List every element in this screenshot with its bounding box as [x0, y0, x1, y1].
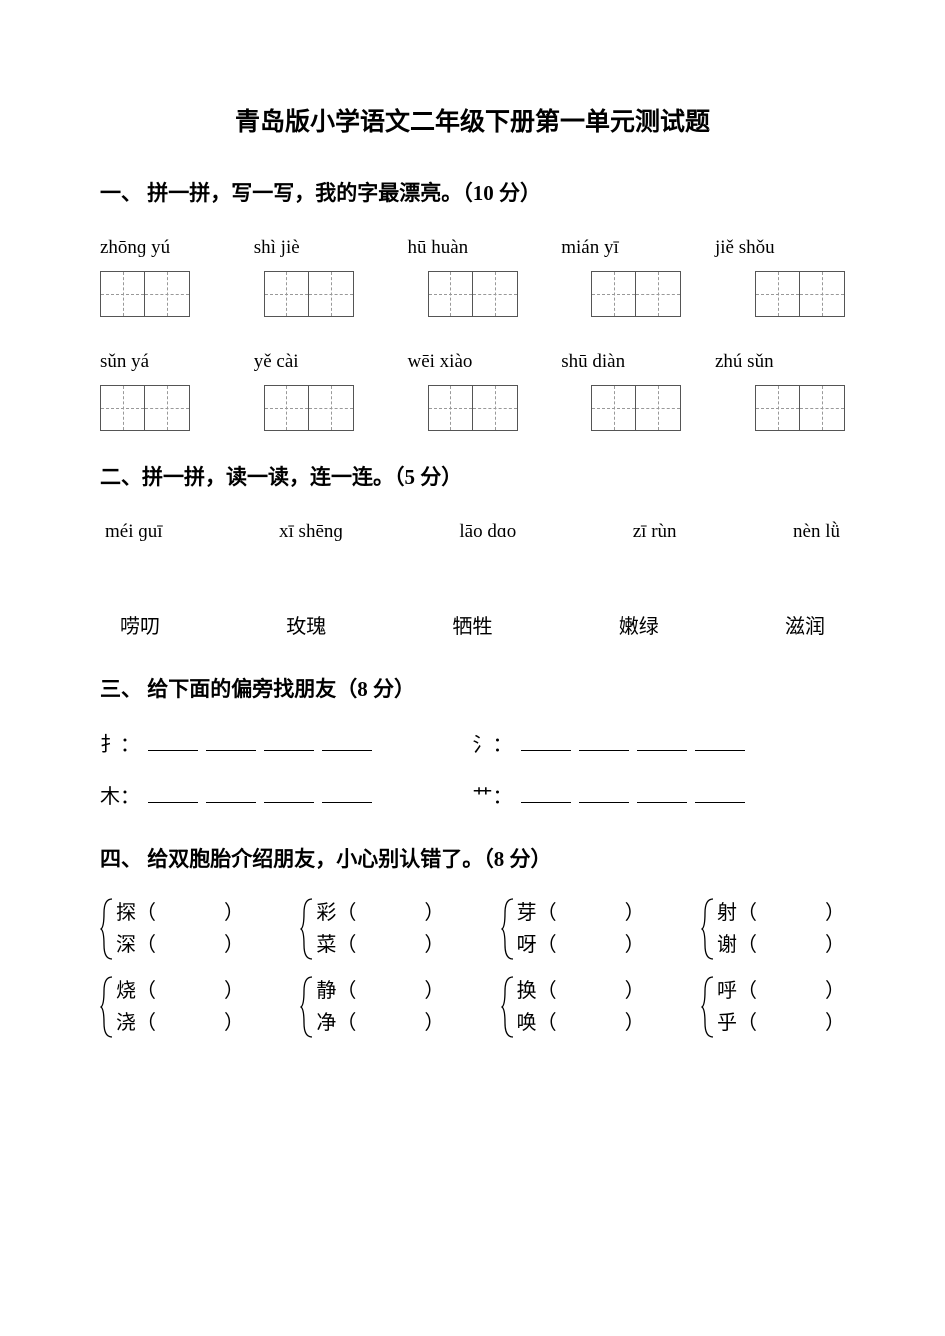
pinyin-label: zhú sǔn [715, 345, 845, 379]
section2-pinyin-row: méi ɡuī xī shēnɡ lāo dɑo zī rùn nèn lǜ [100, 515, 845, 549]
match-word: 玫瑰 [286, 609, 326, 645]
brace-icon [300, 897, 314, 961]
match-pinyin: nèn lǜ [793, 515, 840, 549]
section1-pinyin-row2: sǔn yá yě cài wēi xiào shū diàn zhú sǔn [100, 345, 845, 379]
twin-char: 射 [717, 902, 737, 924]
twin-group: 呼（） 乎（） [701, 975, 845, 1039]
section2-word-row: 唠叨 玫瑰 牺牲 嫩绿 滋润 [100, 609, 845, 645]
blank-input[interactable] [695, 783, 745, 803]
twin-char: 彩 [316, 902, 336, 924]
blank-input[interactable] [579, 783, 629, 803]
match-word: 嫩绿 [619, 609, 659, 645]
match-pinyin: zī rùn [633, 515, 677, 549]
match-word: 唠叨 [120, 609, 160, 645]
twin-char: 探 [116, 902, 136, 924]
match-pinyin: xī shēnɡ [279, 515, 343, 549]
twin-char: 芽 [517, 902, 537, 924]
radical-label: 扌： [100, 727, 140, 763]
brace-icon [100, 897, 114, 961]
pinyin-label: hū huàn [408, 231, 538, 265]
match-pinyin: lāo dɑo [459, 515, 516, 549]
radical-label: 氵： [473, 727, 513, 763]
blank-input[interactable] [264, 783, 314, 803]
char-box[interactable] [428, 271, 518, 317]
twin-group: 射（） 谢（） [701, 897, 845, 961]
char-box[interactable] [264, 385, 354, 431]
char-box[interactable] [100, 271, 190, 317]
match-word: 滋润 [785, 609, 825, 645]
radical-label: 木： [100, 779, 140, 815]
twin-row: 探（） 深（） 彩（） 菜（） 芽（） 呀（） 射（） 谢（） [100, 897, 845, 961]
twin-char: 菜 [316, 934, 336, 956]
blank-input[interactable] [148, 731, 198, 751]
twin-group: 烧（） 浇（） [100, 975, 244, 1039]
blank-input[interactable] [322, 731, 372, 751]
twin-group: 换（） 唤（） [501, 975, 645, 1039]
blank-input[interactable] [637, 783, 687, 803]
char-box[interactable] [591, 385, 681, 431]
blank-input[interactable] [579, 731, 629, 751]
section1-heading: 一、 拼一拼，写一写，我的字最漂亮。（10 分） [100, 175, 845, 213]
char-box[interactable] [591, 271, 681, 317]
twin-group: 芽（） 呀（） [501, 897, 645, 961]
match-pinyin: méi ɡuī [105, 515, 163, 549]
twin-char: 谢 [717, 934, 737, 956]
brace-icon [501, 975, 515, 1039]
twin-char: 净 [316, 1012, 336, 1034]
blank-input[interactable] [521, 783, 571, 803]
twin-char: 深 [116, 934, 136, 956]
twin-group: 静（） 净（） [300, 975, 444, 1039]
page-title: 青岛版小学语文二年级下册第一单元测试题 [100, 100, 845, 145]
section4-heading: 四、 给双胞胎介绍朋友，小心别认错了。（8 分） [100, 841, 845, 879]
twin-char: 静 [316, 980, 336, 1002]
section1-boxes-row2 [100, 385, 845, 431]
blank-input[interactable] [264, 731, 314, 751]
brace-icon [501, 897, 515, 961]
brace-icon [100, 975, 114, 1039]
blank-input[interactable] [148, 783, 198, 803]
char-box[interactable] [755, 271, 845, 317]
pinyin-label: jiě shǒu [715, 231, 845, 265]
blank-input[interactable] [637, 731, 687, 751]
twin-group: 彩（） 菜（） [300, 897, 444, 961]
char-box[interactable] [264, 271, 354, 317]
blank-input[interactable] [521, 731, 571, 751]
blank-input[interactable] [206, 731, 256, 751]
twin-row: 烧（） 浇（） 静（） 净（） 换（） 唤（） 呼（） 乎（） [100, 975, 845, 1039]
section3-heading: 三、 给下面的偏旁找朋友（8 分） [100, 671, 845, 709]
pinyin-label: shū diàn [561, 345, 691, 379]
section1-boxes-row1 [100, 271, 845, 317]
twin-char: 浇 [116, 1012, 136, 1034]
pinyin-label: shì jiè [254, 231, 384, 265]
brace-icon [300, 975, 314, 1039]
pinyin-label: yě cài [254, 345, 384, 379]
twin-char: 乎 [717, 1012, 737, 1034]
twin-char: 烧 [116, 980, 136, 1002]
blank-input[interactable] [695, 731, 745, 751]
twin-group: 探（） 深（） [100, 897, 244, 961]
char-box[interactable] [755, 385, 845, 431]
char-box[interactable] [100, 385, 190, 431]
blank-input[interactable] [322, 783, 372, 803]
brace-icon [701, 897, 715, 961]
char-box[interactable] [428, 385, 518, 431]
pinyin-label: mián yī [561, 231, 691, 265]
blank-input[interactable] [206, 783, 256, 803]
pinyin-label: wēi xiào [408, 345, 538, 379]
twin-char: 唤 [517, 1012, 537, 1034]
twin-char: 呀 [517, 934, 537, 956]
brace-icon [701, 975, 715, 1039]
section1-pinyin-row1: zhōnɡ yú shì jiè hū huàn mián yī jiě shǒ… [100, 231, 845, 265]
radical-label: 艹： [473, 779, 513, 815]
radical-row: 扌： 氵： [100, 727, 845, 763]
pinyin-label: zhōnɡ yú [100, 231, 230, 265]
match-word: 牺牲 [453, 609, 493, 645]
pinyin-label: sǔn yá [100, 345, 230, 379]
radical-row: 木： 艹： [100, 779, 845, 815]
twin-char: 呼 [717, 980, 737, 1002]
section2-heading: 二、拼一拼，读一读，连一连。（5 分） [100, 459, 845, 497]
twin-char: 换 [517, 980, 537, 1002]
